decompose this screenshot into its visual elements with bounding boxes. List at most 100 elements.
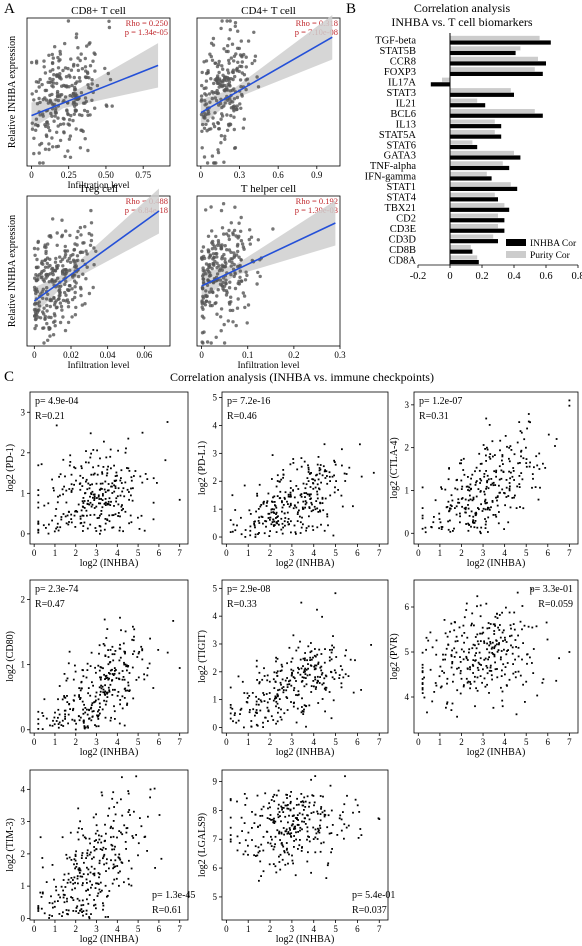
scatter-point [93, 904, 95, 907]
scatter-point [137, 854, 139, 857]
scatter-point [149, 637, 151, 640]
scatter-point [457, 501, 459, 504]
scatter-point [81, 884, 84, 887]
scatter-point [255, 723, 258, 726]
scatter-point [339, 665, 342, 667]
scatter-point [68, 268, 72, 272]
scatter-point [421, 670, 424, 672]
scatter-point [33, 326, 37, 331]
scatter-point [486, 474, 489, 477]
scatter-point [62, 513, 65, 515]
scatter-point [93, 493, 96, 496]
scatter-point [97, 883, 100, 885]
y-tick-label: 2 [213, 476, 218, 486]
scatter-point [482, 507, 485, 510]
x-axis-label: Infiltration level [68, 360, 130, 371]
scatter-point [458, 626, 461, 629]
scatter-point [50, 61, 55, 65]
x-tick-label: 3 [290, 924, 295, 934]
scatter-point [322, 509, 325, 512]
scatter-point [568, 651, 571, 653]
scatter-point [304, 487, 307, 490]
scatter-point [223, 101, 227, 105]
scatter-point [312, 811, 315, 814]
scatter-point [210, 266, 214, 271]
scatter-point [425, 636, 428, 639]
x-tick-label: 0.3 [334, 350, 346, 360]
scatter-point [52, 906, 54, 909]
scatter-point [317, 478, 320, 481]
bar-inhba-cor [450, 134, 502, 139]
scatter-point [55, 527, 57, 530]
bar-inhba-cor [450, 207, 510, 212]
scatter-point [508, 470, 510, 473]
scatter-point [141, 431, 144, 434]
scatter-point [48, 272, 52, 276]
scatter-point [259, 815, 262, 817]
scatter-point [259, 860, 262, 863]
scatter-point [514, 676, 517, 679]
scatter-point [314, 828, 317, 831]
scatter-point [102, 688, 105, 691]
scatter-point [307, 480, 310, 482]
x-tick-label: 0.1 [242, 350, 253, 360]
scatter-point [311, 478, 314, 480]
scatter-point [301, 697, 303, 700]
scatter-point [255, 659, 258, 662]
x-tick-label: 0.9 [311, 170, 323, 180]
scatter-point [78, 872, 81, 874]
scatter-point [541, 681, 544, 684]
scatter-point [42, 59, 46, 63]
bar-purity-cor [450, 203, 505, 208]
scatter-point [245, 273, 249, 278]
scatter-point [249, 709, 251, 711]
scatter-point [219, 117, 223, 121]
scatter-point [125, 848, 127, 850]
scatter-point [47, 502, 50, 505]
scatter-point [473, 680, 476, 683]
x-tick-label: 1 [53, 548, 58, 558]
scatter-point [309, 651, 312, 654]
scatter-point [269, 814, 272, 816]
scatter-point [68, 650, 71, 653]
scatter-point [296, 818, 298, 820]
scatter-point [33, 310, 38, 314]
scatter-point [344, 480, 347, 482]
scatter-point [214, 252, 218, 256]
scatter-point [289, 480, 292, 482]
scatter-point [107, 916, 109, 918]
scatter-point [498, 511, 500, 513]
scatter-point [459, 661, 462, 663]
scatter-point [254, 526, 256, 529]
scatter-point [297, 671, 299, 674]
scatter-point [46, 125, 51, 130]
scatter-point [72, 707, 75, 710]
scatter-point [269, 806, 271, 809]
scatter-point [281, 806, 283, 809]
scatter-point [128, 498, 130, 501]
scatter-point [79, 517, 82, 520]
scatter-point [113, 653, 116, 656]
plot-frame [221, 391, 389, 545]
scatter-point [70, 489, 73, 492]
scatter-point [229, 799, 232, 802]
scatter-point [286, 686, 289, 688]
y-tick-label: 1 [405, 485, 410, 495]
scatter-point [271, 521, 274, 523]
scatter-point [269, 518, 271, 521]
scatter-point [503, 492, 506, 495]
scatter-point [303, 669, 306, 672]
scatter-point [107, 503, 110, 505]
scatter-point [224, 232, 229, 236]
scatter-point [80, 904, 83, 907]
scatter-point [35, 302, 40, 306]
scatter-point [474, 520, 477, 522]
scatter-point [237, 221, 241, 225]
scatter-point [114, 688, 116, 691]
x-tick-label: 0 [32, 737, 37, 747]
scatter-point [34, 273, 38, 277]
scatter-point [321, 615, 323, 618]
scatter-point [277, 689, 279, 692]
scatter-point [539, 486, 541, 489]
scatter-point [326, 475, 328, 477]
